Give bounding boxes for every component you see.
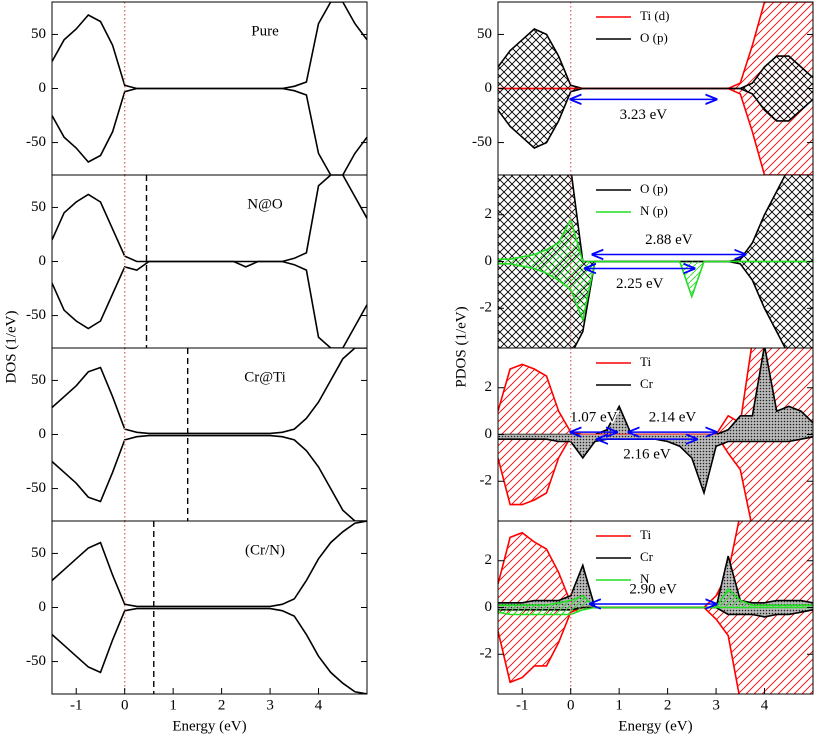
x-tick-label: 4 — [315, 697, 323, 713]
x-tick-label: -1 — [516, 697, 529, 713]
legend-label: Ti (d) — [640, 8, 670, 23]
line — [52, 87, 367, 175]
gap-label: 2.88 eV — [645, 232, 693, 248]
y-tick-label: 50 — [31, 26, 46, 42]
area — [498, 434, 813, 521]
gap-label: 1.07 eV — [570, 410, 618, 426]
panel-frame — [51, 347, 368, 522]
gap-label: 2.25 eV — [616, 276, 664, 292]
panel-label: Cr@Ti — [244, 369, 286, 385]
y-tick-label: -50 — [26, 480, 46, 496]
plot-area — [498, 175, 813, 348]
y-tick-label: -50 — [472, 134, 492, 150]
x-tick-label: 1 — [615, 697, 623, 713]
line — [52, 175, 367, 263]
line — [52, 348, 367, 435]
y-tick-label: 0 — [485, 80, 493, 96]
y-tick-label: 50 — [477, 26, 492, 42]
area — [498, 588, 813, 608]
area — [498, 607, 813, 694]
plot-area — [498, 521, 813, 694]
legend-label: Ti — [640, 354, 651, 369]
x-tick-label: 4 — [761, 697, 769, 713]
area — [498, 607, 813, 615]
y-tick-label: -2 — [480, 300, 493, 316]
y-tick-label: 2 — [485, 552, 493, 568]
x-axis-label: Energy (eV) — [172, 718, 246, 734]
legend-label: N — [640, 571, 650, 586]
x-tick-label: 2 — [218, 697, 226, 713]
line — [52, 521, 367, 608]
y-tick-label: 50 — [31, 372, 46, 388]
area — [498, 261, 813, 320]
y-tick-label: 50 — [31, 545, 46, 561]
x-tick-label: 3 — [266, 697, 274, 713]
plot-area — [52, 175, 367, 348]
plot-area — [498, 348, 813, 521]
y-tick-label: 0 — [39, 253, 47, 269]
line — [498, 87, 813, 149]
area — [498, 219, 813, 262]
y-tick-label: 2 — [485, 206, 493, 222]
y-tick-label: 0 — [485, 253, 493, 269]
legend-label: O (p) — [640, 30, 668, 45]
y-tick-label: -2 — [480, 646, 493, 662]
area — [498, 88, 813, 148]
y-tick-label: 2 — [485, 379, 493, 395]
line — [52, 2, 367, 90]
legend-label: Cr — [640, 549, 654, 564]
legend-label: Cr — [640, 376, 654, 391]
y-tick-label: 0 — [39, 599, 47, 615]
x-tick-label: 0 — [567, 697, 575, 713]
line — [52, 607, 367, 694]
legend-label: O (p) — [640, 181, 668, 196]
y-tick-label: -50 — [26, 307, 46, 323]
gap-label: 2.14 eV — [649, 410, 697, 426]
y-tick-label: -50 — [26, 134, 46, 150]
plot-area — [52, 521, 367, 694]
panel-label: N@O — [247, 196, 283, 212]
gap-label: 2.16 eV — [623, 447, 671, 463]
y-tick-label: 0 — [485, 599, 493, 615]
area — [498, 348, 813, 435]
gap-label: 2.90 eV — [629, 581, 677, 597]
panel-frame — [51, 520, 368, 695]
y-tick-label: -50 — [26, 653, 46, 669]
y-axis-label: DOS (1/eV) — [3, 311, 19, 384]
plot-area — [52, 348, 367, 521]
area — [498, 29, 813, 89]
gap-label: 3.23 eV — [620, 107, 668, 123]
legend-label: Ti — [640, 527, 651, 542]
x-tick-label: 3 — [712, 697, 720, 713]
y-tick-label: -2 — [480, 473, 493, 489]
y-tick-label: 50 — [31, 199, 46, 215]
area — [498, 607, 813, 617]
x-tick-label: 2 — [664, 697, 672, 713]
legend-label: N (p) — [640, 203, 668, 218]
x-axis-label: Energy (eV) — [618, 718, 692, 734]
line — [52, 260, 367, 348]
panel-label: Pure — [251, 23, 279, 39]
x-tick-label: -1 — [70, 697, 83, 713]
y-tick-label: 0 — [39, 80, 47, 96]
panel-label: (Cr/N) — [245, 542, 285, 558]
x-tick-label: 1 — [169, 697, 177, 713]
y-tick-label: 0 — [39, 426, 47, 442]
plot-area — [52, 2, 367, 175]
plot-area — [498, 2, 813, 175]
x-tick-label: 0 — [121, 697, 129, 713]
y-axis-label: PDOS (1/eV) — [453, 306, 469, 387]
line — [52, 434, 367, 521]
y-tick-label: 0 — [485, 426, 493, 442]
line — [498, 260, 813, 323]
